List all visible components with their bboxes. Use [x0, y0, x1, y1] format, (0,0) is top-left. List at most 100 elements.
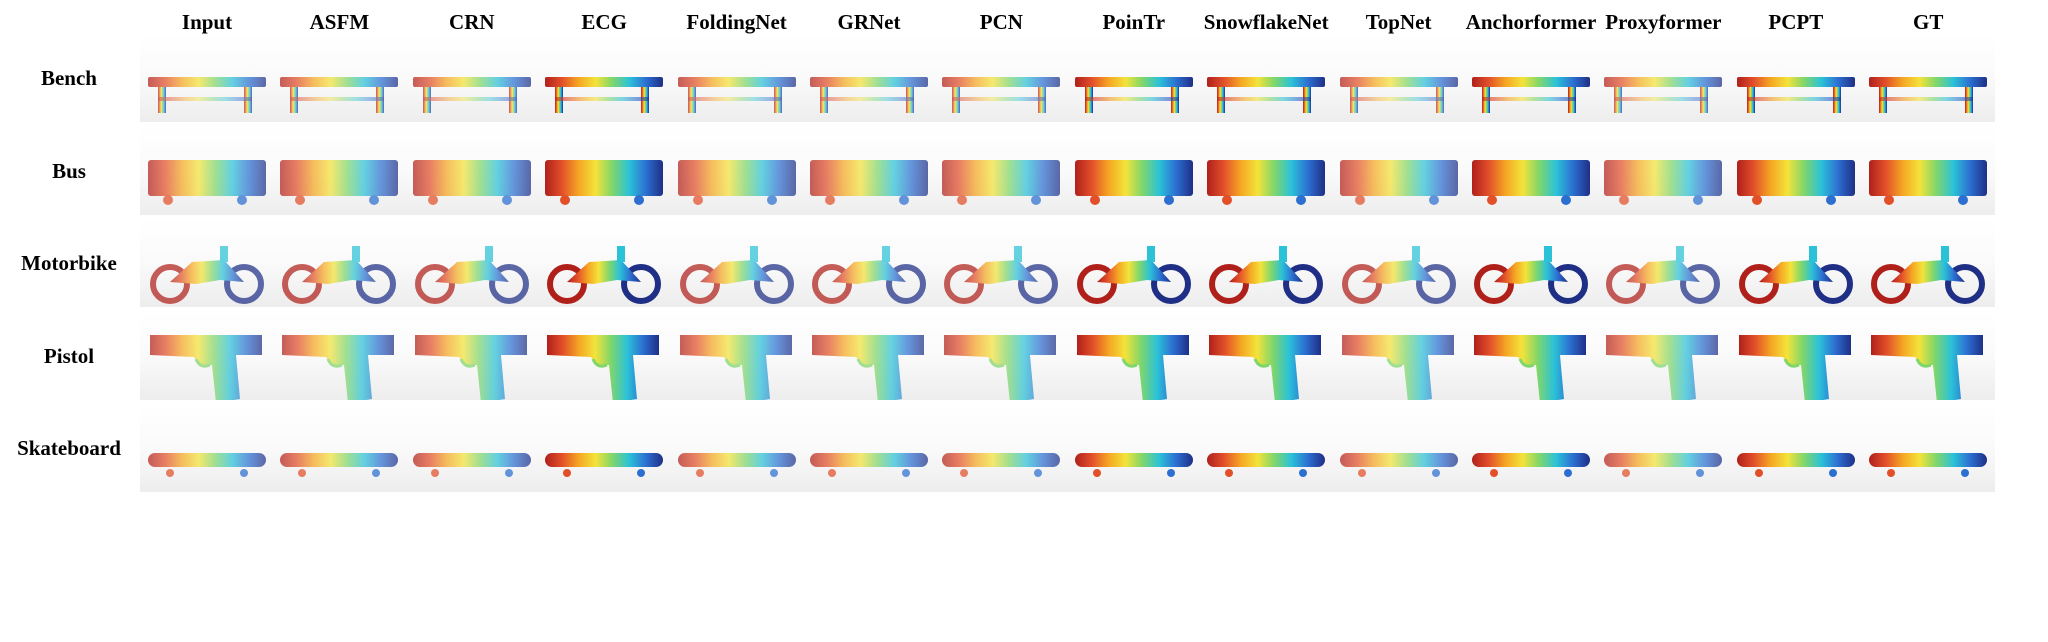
- column-header-crn: CRN: [449, 10, 495, 34]
- column-header-gt: GT: [1913, 10, 1944, 34]
- point-cloud-render: [677, 77, 796, 113]
- thumbnail-bench-anchorformer: [1464, 34, 1598, 122]
- thumbnail-pistol-anchorformer: [1464, 311, 1598, 400]
- thumbnail-bench-asfm: [272, 34, 407, 122]
- thumbnail-motorbike-pcpt: [1728, 219, 1863, 307]
- thumbnail-skateboard-snowflakenet: [1199, 404, 1334, 492]
- point-cloud-render: [1474, 246, 1588, 304]
- thumbnail-skateboard-proxyformer: [1596, 404, 1731, 492]
- thumbnail-bus-asfm: [272, 126, 407, 215]
- point-cloud-render: [942, 453, 1061, 477]
- point-cloud-render: [1869, 77, 1988, 113]
- point-cloud-render: [810, 77, 928, 113]
- thumbnail-skateboard-pcpt: [1728, 404, 1863, 492]
- point-cloud-render: [150, 334, 262, 400]
- column-header-anchorformer: Anchorformer: [1465, 10, 1597, 34]
- thumbnail-bench-grnet: [802, 34, 936, 122]
- point-cloud-render: [1339, 159, 1458, 205]
- thumbnail-skateboard-crn: [404, 404, 539, 492]
- point-cloud-render: [1341, 334, 1454, 400]
- column-header-topnet: TopNet: [1365, 10, 1432, 34]
- point-cloud-render: [1207, 77, 1326, 113]
- point-cloud-render: [1604, 453, 1723, 477]
- point-cloud-render: [547, 246, 662, 304]
- point-cloud-render: [414, 334, 527, 400]
- thumbnail-pistol-grnet: [802, 311, 936, 400]
- thumbnail-skateboard-anchorformer: [1464, 404, 1598, 492]
- thumbnail-motorbike-crn: [404, 219, 539, 307]
- point-cloud-render: [1606, 246, 1721, 304]
- point-cloud-render: [545, 77, 664, 113]
- thumbnail-bus-snowflakenet: [1199, 126, 1334, 215]
- column-header-ecg: ECG: [581, 10, 627, 34]
- thumbnail-skateboard-topnet: [1331, 404, 1466, 492]
- thumbnail-motorbike-foldingnet: [669, 219, 804, 307]
- point-cloud-render: [148, 453, 266, 477]
- point-cloud-render: [1207, 159, 1326, 205]
- thumbnail-skateboard-pcn: [934, 404, 1069, 492]
- thumbnail-bench-ecg: [537, 34, 672, 122]
- thumbnail-motorbike-grnet: [802, 219, 936, 307]
- row-label-pistol: Pistol: [43, 343, 95, 368]
- thumbnail-motorbike-pointr: [1066, 219, 1201, 307]
- thumbnail-bench-crn: [404, 34, 539, 122]
- column-header-row: Input ASFM CRN ECG FoldingNet GRNet PCN PoinTr S…: [0, 0, 2048, 44]
- thumbnail-bus-pcpt: [1728, 126, 1863, 215]
- thumbnail-bench-pcpt: [1728, 34, 1863, 122]
- point-cloud-render: [1736, 453, 1855, 477]
- row-label-motorbike: Motorbike: [21, 251, 117, 275]
- point-cloud-render: [1474, 334, 1586, 400]
- point-cloud-render: [1076, 246, 1191, 304]
- thumbnail-skateboard-foldingnet: [669, 404, 804, 492]
- thumbnail-skateboard-grnet: [802, 404, 936, 492]
- point-cloud-render: [1339, 77, 1458, 113]
- point-cloud-render: [1736, 77, 1855, 113]
- column-header-pointr: PoinTr: [1102, 10, 1166, 34]
- point-cloud-render: [414, 246, 529, 304]
- point-cloud-render: [677, 453, 796, 477]
- thumbnail-motorbike-anchorformer: [1464, 219, 1598, 307]
- thumbnail-motorbike-gt: [1861, 219, 1996, 307]
- point-cloud-render: [412, 159, 531, 205]
- point-cloud-render: [810, 159, 928, 205]
- point-cloud-render: [545, 453, 664, 477]
- thumbnail-bench-proxyformer: [1596, 34, 1731, 122]
- thumbnail-bench-snowflakenet: [1199, 34, 1334, 122]
- thumbnail-pistol-crn: [404, 311, 539, 400]
- column-header-asfm: ASFM: [309, 10, 370, 34]
- thumbnail-pistol-topnet: [1331, 311, 1466, 400]
- point-cloud-render: [1076, 334, 1189, 400]
- column-header-proxyformer: Proxyformer: [1605, 10, 1722, 34]
- thumbnail-motorbike-snowflakenet: [1199, 219, 1334, 307]
- point-cloud-render: [1339, 453, 1458, 477]
- column-header-snowflakenet: SnowflakeNet: [1203, 10, 1329, 34]
- point-cloud-render: [1341, 246, 1456, 304]
- point-cloud-render: [679, 334, 792, 400]
- thumbnail-motorbike-pcn: [934, 219, 1069, 307]
- point-cloud-render: [1871, 334, 1984, 400]
- thumbnail-bus-topnet: [1331, 126, 1466, 215]
- thumbnail-bus-anchorformer: [1464, 126, 1598, 215]
- thumbnail-pistol-gt: [1861, 311, 1996, 400]
- point-cloud-render: [812, 246, 926, 304]
- thumbnail-bus-proxyformer: [1596, 126, 1731, 215]
- thumbnail-pistol-pointr: [1066, 311, 1201, 400]
- point-cloud-render: [677, 159, 796, 205]
- point-cloud-render: [547, 334, 660, 400]
- thumbnail-bus-crn: [404, 126, 539, 215]
- point-cloud-render: [1738, 334, 1851, 400]
- point-cloud-render: [1604, 159, 1723, 205]
- thumbnail-bench-gt: [1861, 34, 1996, 122]
- point-cloud-render: [1207, 453, 1326, 477]
- thumbnail-motorbike-topnet: [1331, 219, 1466, 307]
- point-cloud-render: [1606, 334, 1719, 400]
- point-cloud-render: [1209, 334, 1322, 400]
- point-cloud-render: [1736, 159, 1855, 205]
- thumbnail-bus-pointr: [1066, 126, 1201, 215]
- thumbnail-motorbike-asfm: [272, 219, 407, 307]
- thumbnail-skateboard-gt: [1861, 404, 1996, 492]
- thumbnail-motorbike-proxyformer: [1596, 219, 1731, 307]
- point-cloud-render: [944, 246, 1059, 304]
- thumbnail-bus-pcn: [934, 126, 1069, 215]
- point-cloud-render: [282, 334, 395, 400]
